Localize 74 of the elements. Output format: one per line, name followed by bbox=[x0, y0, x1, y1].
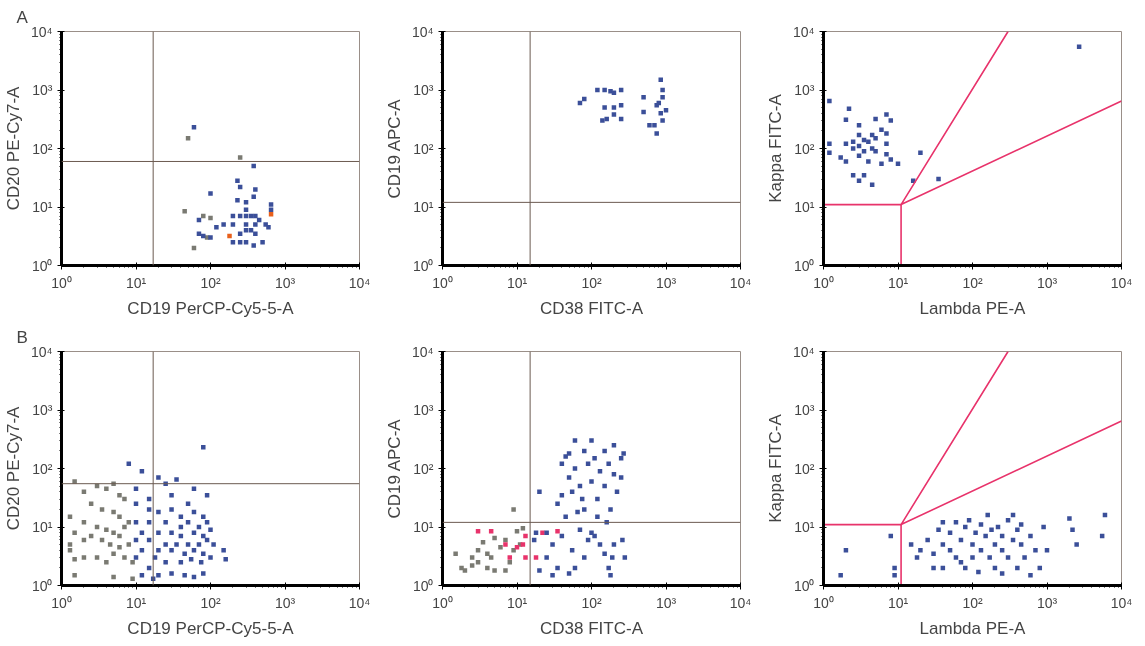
x-tick-label: 10² bbox=[200, 274, 221, 291]
x-tick-label: 10¹ bbox=[125, 274, 147, 291]
y-tick-label: 10⁰ bbox=[31, 257, 53, 274]
y-tick-label: 10¹ bbox=[413, 519, 434, 535]
x-tick-label: 10¹ bbox=[125, 594, 147, 611]
y-tick-label: 10³ bbox=[413, 402, 434, 418]
x-tick-label: 10⁴ bbox=[729, 594, 752, 611]
x-tick-label: 10³ bbox=[655, 594, 677, 611]
y-tick-label: 10² bbox=[32, 140, 53, 157]
x-tick-label: 10³ bbox=[1036, 594, 1058, 611]
x-axis-title: CD19 PerCP-Cy5-5-A bbox=[127, 618, 295, 638]
y-axis-title: Kappa FITC-A bbox=[765, 93, 785, 203]
y-axis-title: CD19 APC-A bbox=[384, 98, 404, 199]
y-tick-label: 10⁴ bbox=[30, 343, 53, 360]
y-tick-label: 10¹ bbox=[413, 199, 434, 215]
x-tick-label: 10² bbox=[200, 594, 221, 611]
x-tick-label: 10⁰ bbox=[813, 274, 834, 291]
y-tick-label: 10⁴ bbox=[411, 23, 434, 40]
y-axis-title: CD20 PE-Cy7-A bbox=[3, 85, 23, 211]
x-tick-label: 10¹ bbox=[506, 594, 528, 611]
y-tick-label: 10³ bbox=[794, 82, 815, 98]
y-tick-label: 10⁰ bbox=[31, 577, 53, 594]
x-tick-label: 10¹ bbox=[887, 274, 909, 291]
x-axis-title: CD38 FITC-A bbox=[540, 298, 644, 318]
y-tick-label: 10¹ bbox=[32, 199, 53, 215]
y-tick-label: 10⁴ bbox=[30, 23, 53, 40]
x-tick-label: 10⁴ bbox=[348, 594, 371, 611]
y-axis-title: CD20 PE-Cy7-A bbox=[3, 405, 23, 531]
y-tick-label: 10⁴ bbox=[411, 343, 434, 360]
x-tick-label: 10⁰ bbox=[813, 594, 834, 611]
x-axis-title: Lambda PE-A bbox=[919, 298, 1027, 318]
x-tick-label: 10³ bbox=[274, 274, 296, 291]
x-axis-title: CD19 PerCP-Cy5-5-A bbox=[127, 298, 295, 318]
x-tick-label: 10³ bbox=[274, 594, 296, 611]
x-tick-label: 10⁴ bbox=[1110, 594, 1133, 611]
x-axis-title: CD38 FITC-A bbox=[540, 618, 644, 638]
y-tick-label: 10¹ bbox=[794, 519, 815, 535]
y-tick-label: 10¹ bbox=[794, 199, 815, 215]
x-tick-label: 10² bbox=[962, 274, 983, 291]
x-tick-label: 10³ bbox=[655, 274, 677, 291]
x-tick-label: 10² bbox=[581, 594, 602, 611]
y-tick-label: 10¹ bbox=[32, 519, 53, 535]
x-tick-label: 10⁰ bbox=[51, 594, 72, 611]
x-tick-label: 10³ bbox=[1036, 274, 1058, 291]
y-tick-label: 10⁰ bbox=[793, 577, 815, 594]
y-tick-label: 10² bbox=[32, 460, 53, 477]
y-tick-label: 10³ bbox=[32, 402, 53, 418]
x-tick-label: 10⁰ bbox=[432, 274, 453, 291]
y-tick-label: 10⁰ bbox=[793, 257, 815, 274]
chart-title: A bbox=[16, 7, 29, 27]
x-tick-label: 10¹ bbox=[887, 594, 909, 611]
y-tick-label: 10⁰ bbox=[412, 257, 434, 274]
x-tick-label: 10¹ bbox=[506, 274, 528, 291]
x-tick-label: 10⁴ bbox=[729, 274, 752, 291]
x-tick-label: 10⁴ bbox=[348, 274, 371, 291]
y-tick-label: 10⁴ bbox=[792, 343, 815, 360]
x-tick-label: 10² bbox=[581, 274, 602, 291]
chart-title: B bbox=[16, 327, 28, 347]
y-axis-title: Kappa FITC-A bbox=[765, 413, 785, 523]
y-tick-label: 10² bbox=[413, 140, 434, 157]
x-tick-label: 10⁰ bbox=[51, 274, 72, 291]
x-tick-label: 10⁴ bbox=[1110, 274, 1133, 291]
y-tick-label: 10³ bbox=[32, 82, 53, 98]
y-tick-label: 10² bbox=[794, 460, 815, 477]
y-tick-label: 10² bbox=[413, 460, 434, 477]
x-axis-title: Lambda PE-A bbox=[919, 618, 1027, 638]
y-axis-title: CD19 APC-A bbox=[384, 418, 404, 519]
y-tick-label: 10⁴ bbox=[792, 23, 815, 40]
y-tick-label: 10² bbox=[794, 140, 815, 157]
y-tick-label: 10³ bbox=[794, 402, 815, 418]
x-tick-label: 10⁰ bbox=[432, 594, 453, 611]
y-tick-label: 10³ bbox=[413, 82, 434, 98]
x-tick-label: 10² bbox=[962, 594, 983, 611]
y-tick-label: 10⁰ bbox=[412, 577, 434, 594]
